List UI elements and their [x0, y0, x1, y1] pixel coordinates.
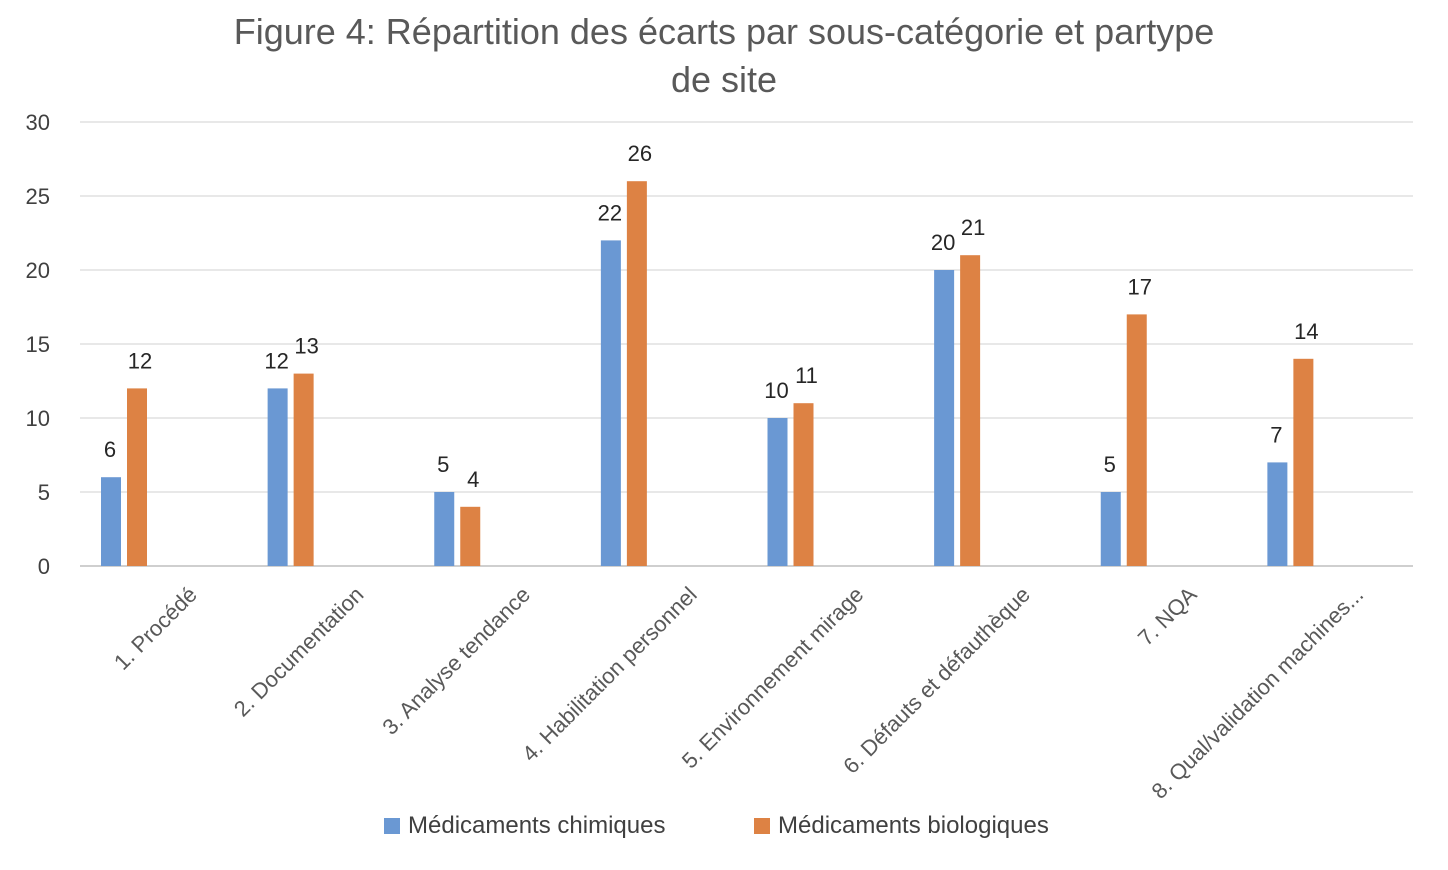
- y-tick-label: 30: [26, 110, 50, 135]
- bar[interactable]: [960, 255, 981, 566]
- bar[interactable]: [767, 418, 788, 566]
- bar[interactable]: [460, 506, 481, 566]
- bar[interactable]: [101, 477, 121, 566]
- y-tick-label: 25: [26, 184, 50, 209]
- data-label: 5: [437, 452, 449, 477]
- data-label: 10: [764, 378, 788, 403]
- legend-label-chimiques: Médicaments chimiques: [408, 812, 666, 839]
- data-label: 12: [128, 348, 152, 373]
- data-label: 17: [1128, 274, 1152, 299]
- data-label: 26: [628, 141, 652, 166]
- bar[interactable]: [293, 373, 314, 566]
- data-label: 13: [294, 334, 318, 359]
- chart-title: Figure 4: Répartition des écarts par sou…: [0, 8, 1448, 104]
- bar[interactable]: [1126, 314, 1147, 566]
- y-tick-label: 10: [26, 406, 50, 431]
- data-label: 20: [931, 230, 955, 255]
- data-label: 12: [264, 348, 288, 373]
- data-label: 11: [795, 363, 818, 388]
- x-axis: 1. Procédé 2. Documentation 3. Analyse ten…: [109, 582, 1368, 804]
- bar[interactable]: [1100, 492, 1121, 566]
- x-tick-label: 1. Procédé: [109, 582, 202, 675]
- y-axis: 0 5 10 15 20 25 30: [26, 110, 50, 579]
- x-tick-label: 3. Analyse tendance: [377, 582, 535, 740]
- chart-title-line-1: Figure 4: Répartition des écarts par sou…: [233, 11, 1215, 52]
- x-tick-label: 6. Défauts et défauthèque: [838, 582, 1035, 779]
- bars: [101, 181, 1314, 566]
- bar[interactable]: [127, 388, 147, 566]
- bar[interactable]: [600, 240, 621, 566]
- data-label: 5: [1104, 452, 1116, 477]
- legend-item-biologiques[interactable]: Médicaments biologiques: [754, 812, 1049, 840]
- x-tick-label: 4. Habilitation personnel: [517, 582, 702, 767]
- data-label: 4: [467, 467, 479, 492]
- x-tick-label: 2. Documentation: [229, 582, 369, 722]
- data-label: 22: [598, 200, 622, 225]
- legend-label-biologiques: Médicaments biologiques: [778, 812, 1049, 839]
- data-label: 7: [1270, 422, 1282, 447]
- bar[interactable]: [434, 492, 455, 566]
- data-label: 21: [961, 215, 985, 240]
- x-tick-label: 5. Environnement mirage: [677, 582, 868, 773]
- chart-title-line-2: de site: [670, 59, 778, 100]
- data-label: 14: [1294, 319, 1318, 344]
- legend-item-chimiques[interactable]: Médicaments chimiques: [384, 812, 665, 840]
- bar[interactable]: [626, 181, 647, 566]
- bar[interactable]: [793, 403, 814, 566]
- y-tick-label: 20: [26, 258, 50, 283]
- legend-swatch-biologiques: [754, 818, 770, 834]
- y-tick-label: 5: [38, 480, 50, 505]
- legend-swatch-chimiques: [384, 818, 400, 834]
- data-label: 6: [104, 437, 116, 462]
- x-tick-label: 7. NQA: [1133, 582, 1202, 651]
- bar[interactable]: [1267, 462, 1288, 566]
- bar[interactable]: [1293, 358, 1314, 566]
- y-tick-label: 15: [26, 332, 50, 357]
- bar[interactable]: [934, 270, 955, 566]
- bar[interactable]: [267, 388, 288, 566]
- y-tick-label: 0: [38, 554, 50, 579]
- legend: Médicaments chimiques Médicaments biolog…: [0, 812, 1448, 848]
